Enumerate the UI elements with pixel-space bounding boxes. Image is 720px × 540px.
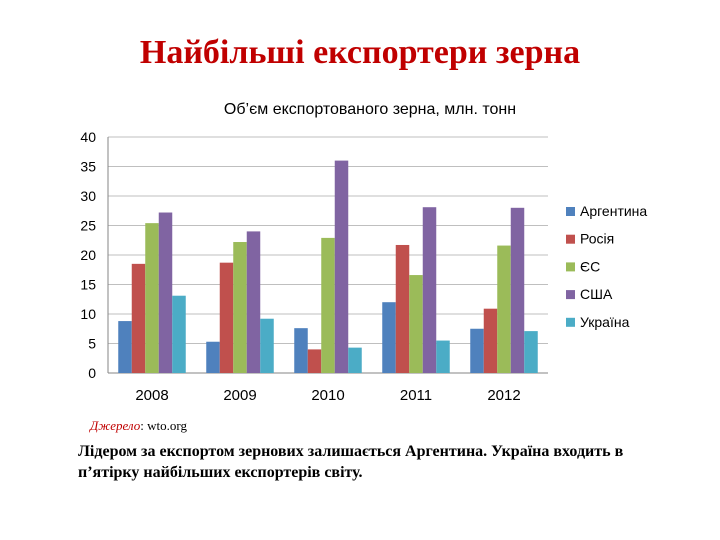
bar — [395, 244, 410, 373]
bars — [118, 160, 538, 373]
x-tick-label: 2009 — [223, 387, 256, 404]
bar — [118, 321, 132, 373]
legend-label: США — [580, 286, 613, 302]
source-note: Джерело: wto.org — [90, 418, 187, 434]
slide-title: Найбільші експортери зерна — [139, 34, 581, 71]
bar — [524, 331, 538, 373]
y-tick-label: 35 — [80, 159, 96, 175]
legend-swatch — [566, 262, 575, 272]
legend-label: ЄС — [580, 258, 600, 274]
y-tick-label: 25 — [80, 218, 96, 234]
bar — [260, 318, 274, 373]
bar — [145, 223, 159, 373]
y-tick-label: 10 — [80, 306, 96, 322]
y-axis-ticks: 0 5 10 15 20 25 30 35 40 — [80, 129, 96, 381]
legend-label: Україна — [580, 314, 630, 330]
x-axis-ticks: 2008 2009 2010 2011 2012 — [135, 387, 520, 404]
bar — [409, 275, 423, 373]
bar — [206, 341, 220, 373]
x-tick-label: 2010 — [311, 387, 344, 404]
legend: Аргентина Росія ЄС США Україна — [566, 203, 647, 330]
bar — [382, 302, 396, 373]
chart-title: Об’єм експортованого зерна, млн. тонн — [224, 101, 516, 118]
bar — [497, 245, 511, 373]
x-tick-label: 2011 — [400, 387, 432, 404]
bar — [422, 207, 437, 373]
bar — [334, 160, 349, 373]
caption-text: Лідером за експортом зернових залишаєтьс… — [78, 443, 624, 481]
bar — [307, 349, 322, 373]
bar — [436, 340, 450, 373]
bar — [219, 262, 234, 373]
bar — [131, 263, 146, 373]
bar — [510, 207, 525, 373]
x-tick-label: 2012 — [487, 387, 520, 404]
y-tick-label: 5 — [88, 336, 96, 352]
bar — [246, 231, 261, 373]
bar — [172, 295, 186, 373]
bar — [321, 237, 335, 373]
source-label: Джерело — [90, 418, 141, 433]
legend-swatch — [566, 207, 575, 216]
y-tick-label: 15 — [80, 277, 96, 293]
bar — [348, 347, 362, 373]
legend-swatch — [566, 234, 575, 244]
bar — [483, 308, 498, 373]
y-tick-label: 40 — [80, 129, 96, 145]
legend-swatch — [566, 290, 575, 300]
source-value: : wto.org — [140, 418, 187, 433]
y-tick-label: 30 — [80, 188, 96, 204]
y-tick-label: 20 — [80, 247, 96, 263]
legend-label: Росія — [580, 231, 614, 247]
x-tick-label: 2008 — [135, 387, 168, 404]
bar — [158, 212, 173, 373]
legend-label: Аргентина — [580, 203, 647, 219]
bar — [294, 328, 308, 373]
legend-swatch — [566, 317, 575, 327]
y-tick-label: 0 — [88, 365, 96, 381]
bar — [470, 328, 484, 373]
bar — [233, 242, 247, 373]
